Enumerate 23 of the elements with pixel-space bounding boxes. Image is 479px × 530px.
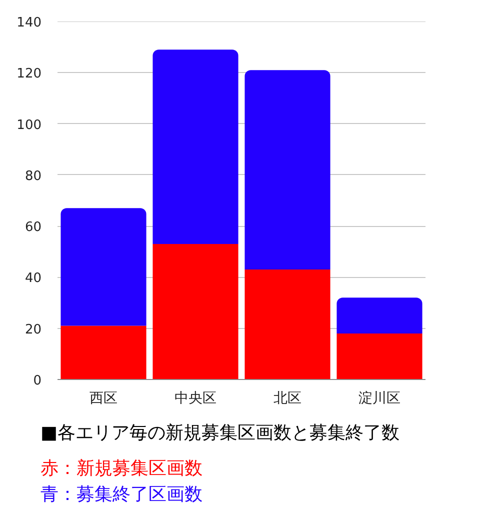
text: ■各エリア毎の新規募集区画数と募集終了数	[40, 422, 400, 444]
x-tick-label: 西区	[90, 390, 118, 406]
y-tick-label: 100	[16, 118, 42, 133]
bar	[244, 270, 330, 380]
bar	[152, 50, 238, 244]
bar	[152, 244, 238, 380]
bar	[60, 208, 146, 326]
text: 赤：新規募集区画数	[40, 458, 202, 479]
y-tick-label: 80	[24, 168, 42, 184]
bar	[336, 298, 422, 334]
y-tick-label: 0	[33, 374, 42, 388]
text: 青：募集終了区画数	[40, 484, 202, 505]
bar	[336, 333, 422, 380]
x-tick-label: 淀川区	[358, 390, 400, 406]
y-tick-label: 20	[24, 322, 42, 338]
y-tick-label: 60	[24, 220, 42, 236]
x-tick-label: 中央区	[174, 390, 216, 406]
bar	[244, 70, 330, 270]
y-tick-label: 140	[16, 16, 42, 30]
bar	[60, 326, 146, 380]
y-tick-label: 40	[24, 271, 42, 286]
y-tick-label: 120	[16, 66, 42, 82]
x-tick-label: 北区	[274, 390, 302, 406]
